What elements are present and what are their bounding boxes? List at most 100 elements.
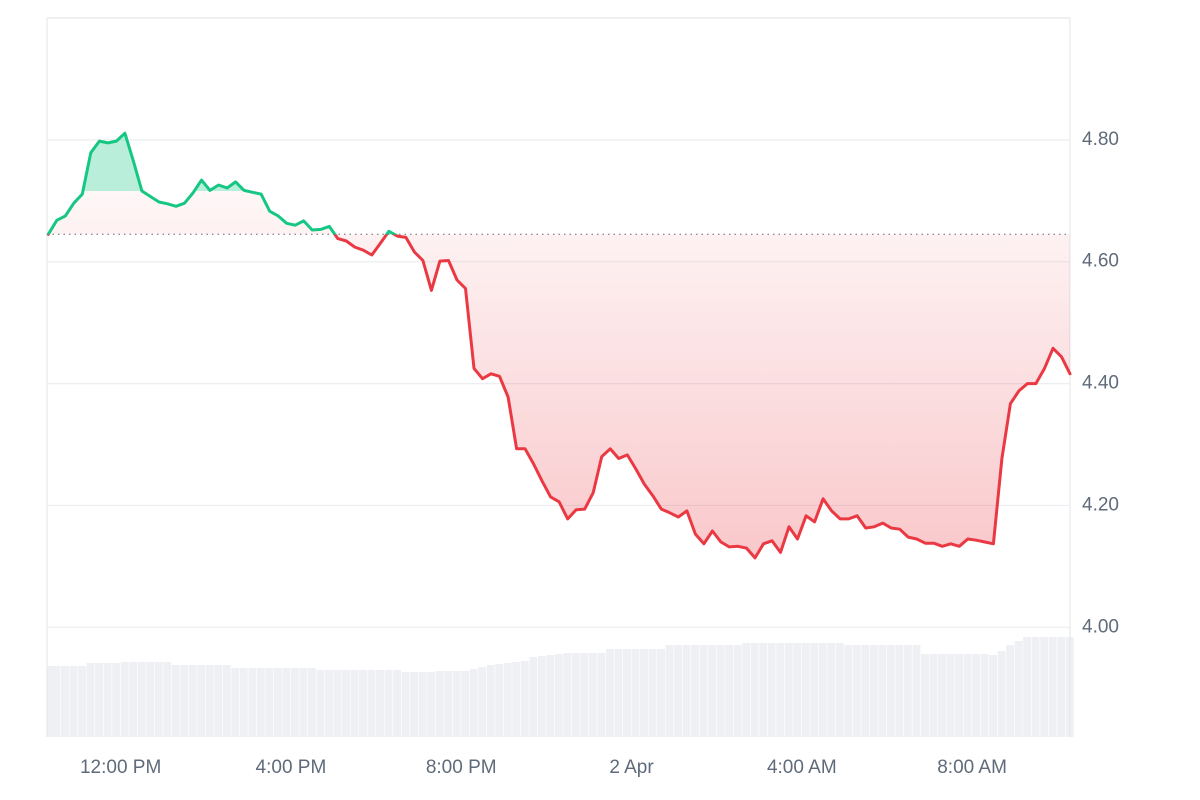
volume-bar (47, 666, 55, 737)
volume-bar (716, 645, 725, 737)
volume-bar (674, 645, 682, 737)
volume-bar (188, 665, 197, 737)
volume-bar (699, 645, 708, 737)
volume-bar (844, 645, 853, 737)
volume-bar (1023, 637, 1032, 737)
volume-bar (376, 670, 384, 737)
volume-bar (359, 670, 367, 737)
volume-bar (137, 662, 146, 737)
y-tick-label: 4.60 (1082, 251, 1119, 272)
volume-bar (520, 661, 529, 737)
volume-bar (401, 672, 410, 737)
volume-bar (427, 672, 436, 737)
volume-bar (665, 645, 674, 737)
volume-bar (461, 671, 470, 737)
volume-bar (648, 649, 657, 737)
y-tick-label: 4.20 (1082, 494, 1119, 515)
volume-bar (903, 645, 912, 737)
volume-bar (801, 643, 810, 737)
volume-bar (1006, 645, 1015, 737)
volume-bar (861, 645, 870, 737)
volume-bar (452, 671, 461, 737)
volume-bar (512, 662, 521, 737)
y-tick-label: 4.40 (1082, 373, 1119, 394)
volume-bar (597, 653, 606, 737)
volume-bar (350, 670, 359, 737)
volume-bar (742, 643, 751, 737)
volume-bar (282, 668, 291, 737)
volume-bar (154, 662, 163, 737)
volume-bar (588, 653, 597, 737)
volume-bar (222, 665, 231, 737)
volume-bar (290, 668, 299, 737)
volume-bar (112, 663, 121, 737)
volume-bar (61, 666, 69, 737)
volume-bar (410, 672, 419, 737)
volume-bar (895, 645, 904, 737)
volume-bar (214, 665, 223, 737)
volume-bar (1014, 641, 1023, 737)
volume-bar (384, 670, 393, 737)
volume-bar (776, 643, 785, 737)
volume-bar (759, 643, 768, 737)
volume-bar (631, 649, 640, 737)
volume-bar (571, 653, 580, 737)
volume-bar (972, 654, 980, 737)
volume-bar (537, 656, 546, 737)
volume-bar (980, 654, 989, 737)
volume-bar (580, 653, 589, 737)
volume-bar (708, 645, 717, 737)
volume-bar (316, 670, 325, 737)
volume-bar (503, 663, 512, 737)
volume-bar (239, 668, 248, 737)
x-tick-label: 4:00 AM (767, 757, 837, 778)
x-tick-label: 8:00 PM (426, 757, 497, 778)
volume-bar (129, 662, 138, 737)
y-tick-label: 4.00 (1082, 616, 1119, 637)
volume-bar (750, 643, 759, 737)
volume-bar (52, 666, 61, 737)
volume-bar (478, 667, 487, 737)
volume-bar (622, 649, 631, 737)
volume-bar (163, 662, 172, 737)
volume-bar (793, 643, 802, 737)
volume-bar (767, 643, 776, 737)
volume-bar (546, 655, 555, 737)
volume-bar (120, 662, 129, 737)
volume-bar (146, 662, 155, 737)
y-tick-label: 4.80 (1082, 129, 1119, 150)
volume-bar (946, 654, 955, 737)
x-tick-label: 4:00 PM (256, 757, 327, 778)
volume-bar (78, 666, 86, 737)
volume-bar (367, 670, 376, 737)
volume-bar (324, 670, 333, 737)
volume-bar (469, 669, 478, 737)
volume-bar (691, 645, 700, 737)
volume-bar (852, 645, 861, 737)
x-tick-label: 12:00 PM (80, 757, 161, 778)
volume-bar (784, 643, 793, 737)
volume-bar (563, 653, 572, 737)
volume-bar (1040, 637, 1049, 737)
x-tick-label: 8:00 AM (937, 757, 1007, 778)
volume-bar (827, 643, 836, 737)
volume-bar (657, 649, 665, 737)
volume-bar (912, 645, 921, 737)
volume-bar (418, 672, 427, 737)
volume-bar (248, 668, 257, 737)
volume-bar (307, 668, 316, 737)
volume-bar (180, 665, 189, 737)
volume-bar (997, 651, 1006, 737)
volume-bar (810, 643, 819, 737)
volume-bar (682, 645, 691, 737)
volume-bar (1057, 637, 1066, 737)
volume-bar (265, 668, 274, 737)
volume-bar (197, 665, 206, 737)
volume-bar (231, 668, 240, 737)
volume-bar (835, 643, 844, 737)
volume-bar (69, 666, 78, 737)
volume-bar (1031, 637, 1040, 737)
volume-bar (495, 664, 504, 737)
